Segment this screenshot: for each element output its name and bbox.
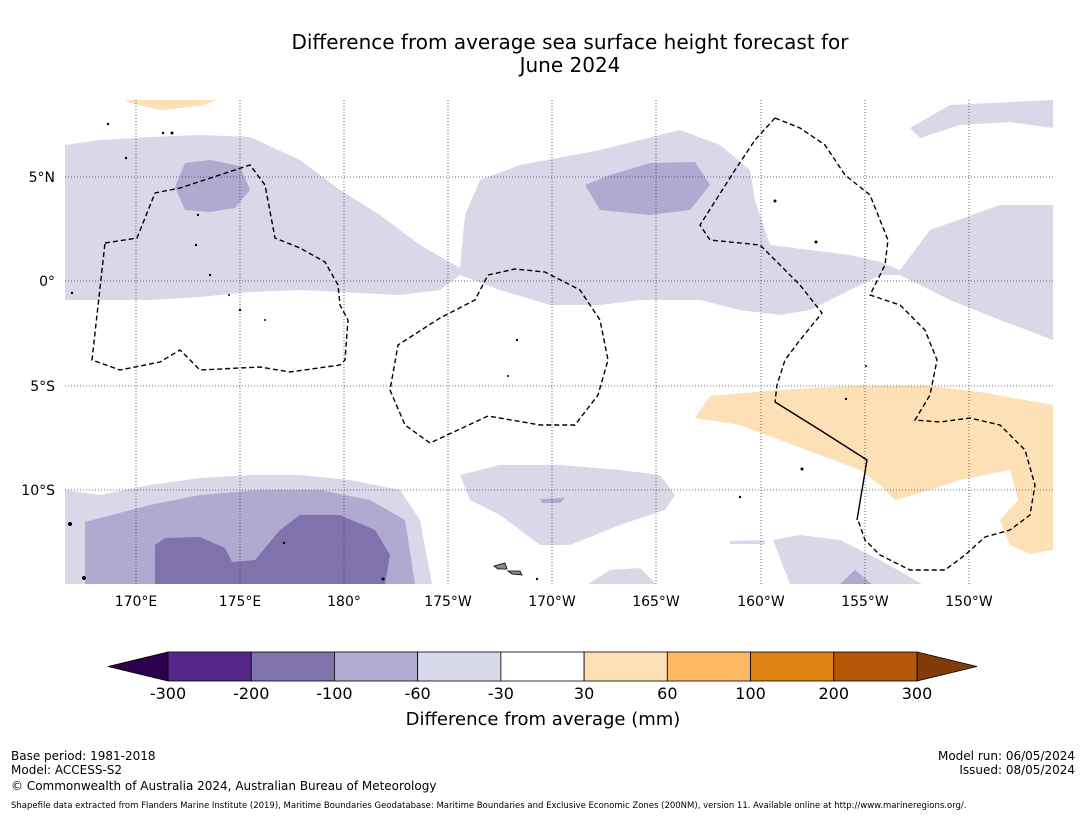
- anomaly-region-light-s2: [588, 568, 656, 584]
- footer-right: Model run: 06/05/2024 Issued: 08/05/2024: [938, 749, 1075, 777]
- colorbar-label: Difference from average (mm): [406, 709, 681, 730]
- colorbar-tick: 200: [819, 684, 850, 703]
- model-name: Model: ACCESS-S2: [11, 763, 123, 777]
- anomaly-region-dark: [155, 515, 390, 584]
- anomaly-region-mid-4: [840, 570, 872, 584]
- map-area: [65, 100, 1053, 584]
- colorbar-tick: -100: [316, 684, 352, 703]
- colorbar-tick: 300: [902, 684, 933, 703]
- colorbar-tick-labels: -300 -200 -100 -60 -30 30 60 100 200 300: [150, 684, 932, 703]
- colorbar-tick: -300: [150, 684, 186, 703]
- lat-label: 0°: [39, 274, 55, 290]
- lon-label: 175°E: [219, 594, 262, 610]
- colorbar-swatch: [666, 651, 751, 682]
- anomaly-region-mid-5: [540, 498, 565, 503]
- lon-label: 180°: [327, 594, 361, 610]
- anomaly-region-mid-2: [585, 162, 710, 215]
- colorbar-swatch: [417, 651, 502, 682]
- colorbar-swatch: [750, 651, 835, 682]
- eez-boundary-solid: [774, 401, 868, 521]
- lon-label: 170°W: [528, 594, 576, 610]
- shapefile-credit: Shapefile data extracted from Flanders M…: [11, 801, 967, 811]
- colorbar-tick: -60: [405, 684, 431, 703]
- lon-label: 170°E: [115, 594, 158, 610]
- islands: [68, 122, 867, 581]
- lat-label: 5°S: [30, 379, 55, 395]
- anomaly-region-mid-1: [175, 160, 250, 212]
- issued-date: Issued: 08/05/2024: [959, 763, 1075, 777]
- title-line-2: June 2024: [519, 53, 621, 77]
- eez-boundary-gilbert: [91, 164, 349, 373]
- anomaly-region-orange-north: [125, 100, 217, 110]
- colorbar: [107, 651, 978, 682]
- colorbar-swatch: [500, 651, 585, 682]
- anomaly-region-light-se: [773, 535, 922, 584]
- colorbar-swatch: [167, 651, 252, 682]
- colorbar-tick: -30: [488, 684, 514, 703]
- samoa-islands: [493, 562, 523, 576]
- lon-label: 150°W: [945, 594, 993, 610]
- colorbar-swatch: [833, 651, 918, 682]
- eez-boundary-phoenix: [389, 268, 609, 444]
- colorbar-tick: 60: [657, 684, 677, 703]
- title-line-1: Difference from average sea surface heig…: [291, 30, 849, 54]
- colorbar-tick: 100: [735, 684, 766, 703]
- lat-label: 5°N: [29, 170, 55, 186]
- lat-label: 10°S: [21, 483, 55, 499]
- lon-label: 175°W: [424, 594, 472, 610]
- lon-label: 160°W: [737, 594, 785, 610]
- eez-boundary-line-islands-north: [699, 117, 823, 403]
- colorbar-swatch: [334, 651, 419, 682]
- longitude-labels: 170°E 175°E 180° 175°W 170°W 165°W 160°W…: [115, 594, 993, 610]
- anomaly-region-light-s: [460, 465, 675, 545]
- anomaly-region-light-small: [730, 540, 765, 544]
- colorbar-over-triangle: [916, 651, 978, 682]
- anomaly-region-light-ne: [910, 100, 1053, 138]
- copyright: © Commonwealth of Australia 2024, Austra…: [11, 779, 437, 793]
- chart-title: Difference from average sea surface heig…: [0, 31, 1085, 77]
- lon-label: 165°W: [632, 594, 680, 610]
- lon-label: 155°W: [841, 594, 889, 610]
- latitude-labels: 5°N 0° 5°S 10°S: [21, 170, 55, 499]
- colorbar-swatch: [583, 651, 668, 682]
- colorbar-swatch: [250, 651, 335, 682]
- anomaly-region-orange-east: [695, 386, 1053, 554]
- model-run: Model run: 06/05/2024: [937, 749, 1075, 763]
- base-period: Base period: 1981-2018: [11, 749, 156, 763]
- colorbar-under-triangle: [107, 651, 169, 682]
- footer-left: Base period: 1981-2018 Model: ACCESS-S2 …: [11, 749, 436, 793]
- anomaly-region-light-north: [65, 130, 1053, 340]
- colorbar-tick: -200: [233, 684, 269, 703]
- colorbar-tick: 30: [574, 684, 594, 703]
